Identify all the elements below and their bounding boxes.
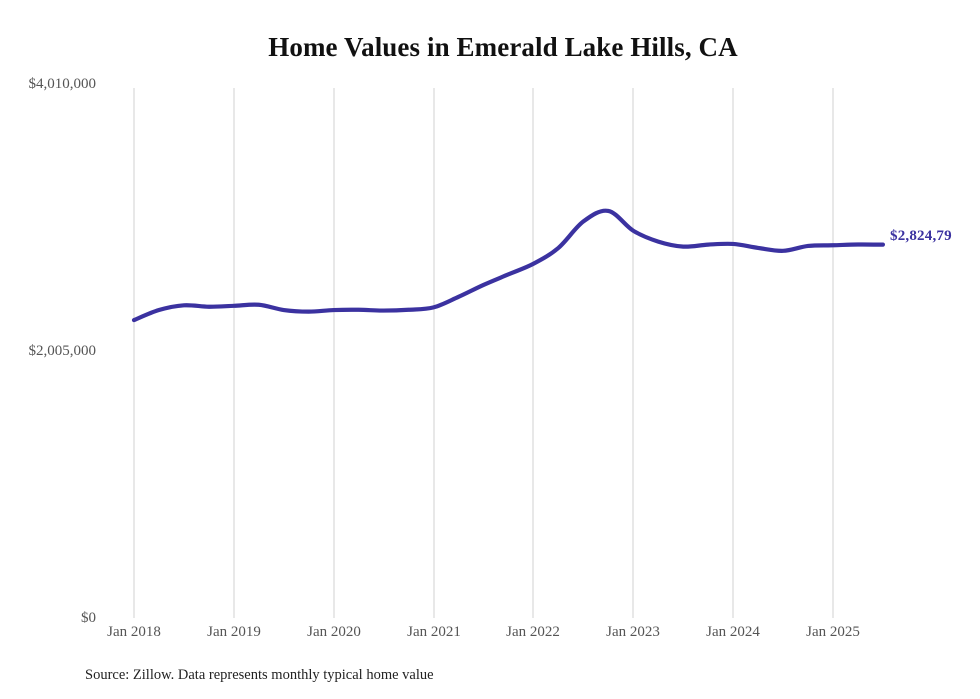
chart-title: Home Values in Emerald Lake Hills, CA <box>268 32 738 62</box>
xtick-label-jan-2021: Jan 2021 <box>407 624 461 640</box>
xtick-label-jan-2024: Jan 2024 <box>706 624 760 640</box>
ytick-label-mid: $2,005,000 <box>28 343 97 359</box>
xtick-label-jan-2023: Jan 2023 <box>606 624 660 640</box>
xtick-label-jan-2019: Jan 2019 <box>207 624 261 640</box>
source-note: Source: Zillow. Data represents monthly … <box>85 667 434 683</box>
xtick-label-jan-2022: Jan 2022 <box>506 624 560 640</box>
ytick-label-top: $4,010,000 <box>28 76 97 92</box>
end-value-label: $2,824,79 <box>890 228 952 244</box>
xtick-label-jan-2020: Jan 2020 <box>307 624 361 640</box>
xtick-label-jan-2018: Jan 2018 <box>107 624 161 640</box>
data-line-typical-home-value <box>131 208 886 323</box>
gridlines <box>133 88 834 618</box>
xtick-label-jan-2025: Jan 2025 <box>806 624 860 640</box>
ytick-label-bottom: $0 <box>81 610 96 626</box>
